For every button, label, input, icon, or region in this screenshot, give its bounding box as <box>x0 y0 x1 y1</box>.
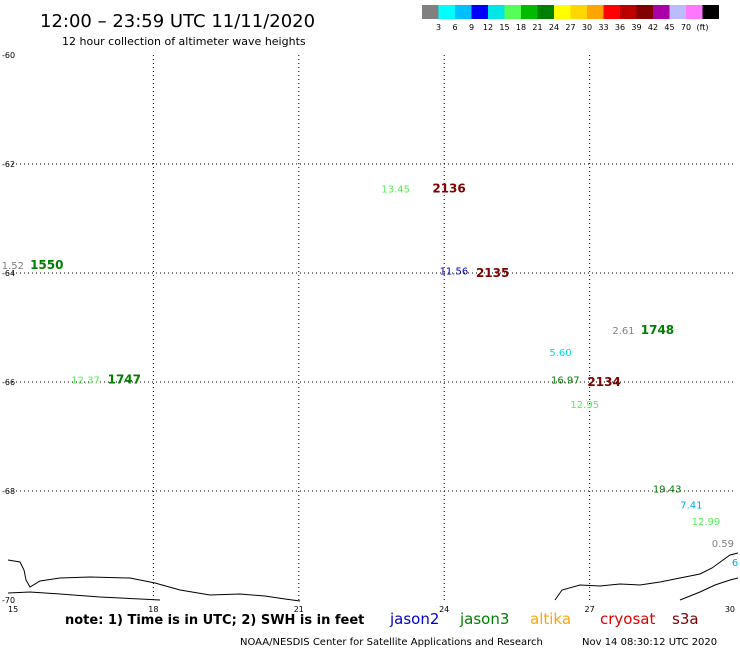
legend-label: 33 <box>598 23 608 32</box>
satellite-jason3: jason3 <box>459 610 509 628</box>
grid-lines <box>8 55 735 600</box>
legend-swatch <box>620 5 637 19</box>
swh-values: 1.52 13.45 11.56 12.37 5.60 16.97 12.95 2.61 19.… <box>2 185 738 569</box>
swh-value: 13.45 <box>381 185 410 196</box>
legend-label: 21 <box>532 23 542 32</box>
satellite-legend: jason2 jason3 altika cryosat s3a <box>389 610 699 628</box>
swh-value: 5.60 <box>549 348 571 359</box>
legend-swatch <box>455 5 472 19</box>
swh-value: 6 <box>732 558 738 569</box>
swh-value: 0.59 <box>712 539 734 550</box>
y-tick-label: -60 <box>2 51 15 60</box>
legend-swatch <box>669 5 686 19</box>
swh-value: 12.99 <box>692 517 721 528</box>
pass-time-label: 2136 <box>432 182 465 196</box>
legend-label: 15 <box>499 23 509 32</box>
legend-swatch <box>504 5 521 19</box>
legend-swatch <box>636 5 653 19</box>
legend-swatch <box>438 5 455 19</box>
x-tick-label: 15 <box>8 605 18 614</box>
legend-swatch <box>422 5 439 19</box>
swh-value: 16.97 <box>551 375 580 386</box>
swh-value: 12.37 <box>71 375 100 386</box>
x-tick-label: 24 <box>439 605 449 614</box>
legend-swatch <box>488 5 505 19</box>
legend-label: 3 <box>436 23 441 32</box>
legend-label: 9 <box>469 23 474 32</box>
coastline-east-2 <box>679 577 739 601</box>
legend-label: 12 <box>483 23 493 32</box>
legend-swatch <box>537 5 554 19</box>
coastline-west <box>7 591 161 601</box>
legend-swatch <box>471 5 488 19</box>
footer-credit: NOAA/NESDIS Center for Satellite Applica… <box>240 637 543 648</box>
legend-swatch <box>554 5 571 19</box>
satellite-s3a: s3a <box>672 610 699 628</box>
axis-ticks: 15 18 21 24 27 30 -60 -62 -64 -66 -68 -70 <box>2 51 735 614</box>
legend-label: 39 <box>631 23 641 32</box>
legend-swatch <box>570 5 587 19</box>
coastline-east <box>554 552 739 601</box>
chart-title: 12:00 – 23:59 UTC 11/11/2020 <box>40 11 315 32</box>
y-tick-label: -68 <box>2 487 15 496</box>
satellite-jason2: jason2 <box>389 610 439 628</box>
legend-label: (ft) <box>696 23 708 32</box>
y-tick-label: -70 <box>2 596 15 605</box>
legend-label: 42 <box>648 23 658 32</box>
x-tick-label: 18 <box>148 605 158 614</box>
swh-value: 12.95 <box>570 400 599 411</box>
x-tick-label: 21 <box>294 605 304 614</box>
legend-swatch <box>702 5 719 19</box>
pass-time-label: 1747 <box>108 372 141 386</box>
x-tick-label: 27 <box>585 605 595 614</box>
legend-swatch <box>653 5 670 19</box>
legend-label: 70 <box>681 23 691 32</box>
y-tick-label: -62 <box>2 160 15 169</box>
footer-timestamp: Nov 14 08:30:12 UTC 2020 <box>582 637 717 648</box>
legend-label: 30 <box>582 23 592 32</box>
swh-value: 19.43 <box>653 484 682 495</box>
pass-time-label: 1550 <box>30 258 63 272</box>
chart-subtitle: 12 hour collection of altimeter wave hei… <box>62 35 306 48</box>
pass-time-label: 2135 <box>476 266 509 280</box>
legend-swatch <box>603 5 620 19</box>
legend-label: 18 <box>516 23 526 32</box>
legend-swatch <box>587 5 604 19</box>
pass-time-label: 1748 <box>641 323 674 337</box>
legend-label: 6 <box>452 23 457 32</box>
x-tick-label: 30 <box>725 605 735 614</box>
satellite-cryosat: cryosat <box>600 610 655 628</box>
coastline <box>7 559 301 602</box>
pass-times: 1550 2136 2135 1748 1747 2134 <box>30 182 674 389</box>
y-tick-label: -64 <box>2 269 15 278</box>
footer-note: note: 1) Time is in UTC; 2) SWH is in fe… <box>65 613 364 628</box>
swh-value: 2.61 <box>612 326 634 337</box>
legend-label: 24 <box>549 23 559 32</box>
legend-label: 45 <box>664 23 674 32</box>
swh-value: 7.41 <box>680 501 702 512</box>
swh-value: 1.52 <box>2 261 24 272</box>
legend-swatch <box>686 5 703 19</box>
pass-time-label: 2134 <box>587 375 620 389</box>
legend-swatch <box>521 5 538 19</box>
legend-label: 36 <box>615 23 625 32</box>
swh-value: 11.56 <box>440 266 469 277</box>
y-tick-label: -66 <box>2 378 15 387</box>
satellite-altika: altika <box>530 610 571 628</box>
color-legend: 3 6 9 12 15 18 21 24 27 30 33 36 39 42 45 70 (ft) <box>422 5 719 32</box>
legend-label: 27 <box>565 23 575 32</box>
